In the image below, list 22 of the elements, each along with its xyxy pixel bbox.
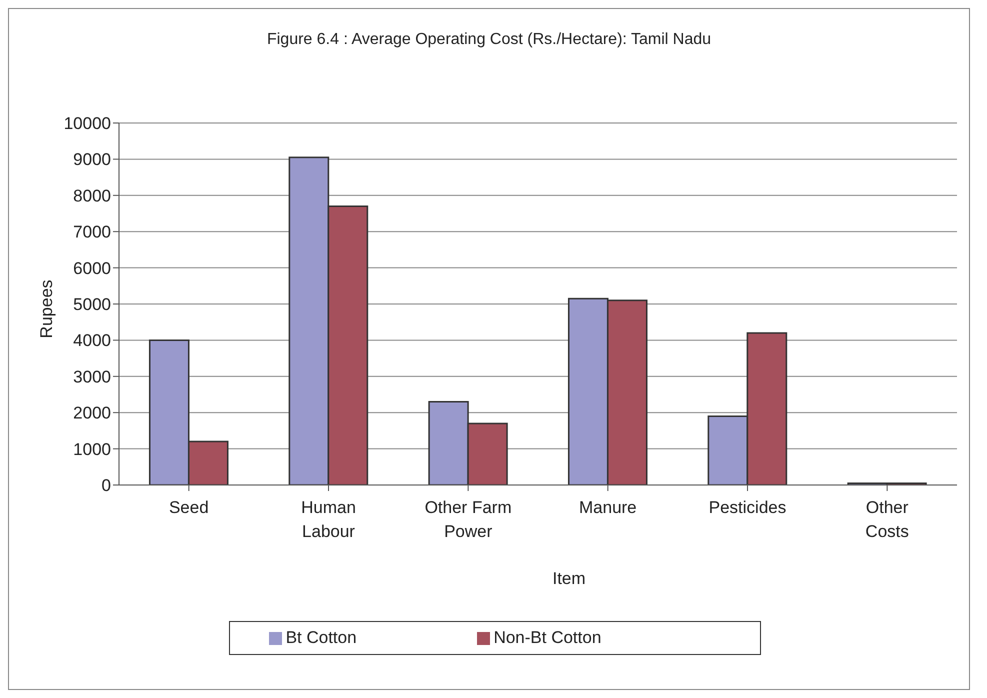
x-tick-label: Seed [168,498,209,517]
y-tick-label: 3000 [73,367,111,386]
y-axis-title: Rupees [37,279,57,339]
x-tick-label: Other Farm Power [424,498,512,541]
x-axis-title: Item [551,569,587,589]
y-tick-label: 0 [102,476,111,496]
y-tick-label: 5000 [73,295,111,314]
x-tick-label: Manure [579,498,637,517]
y-tick-label: 7000 [73,222,111,242]
x-tick-label: Pesticides [708,498,786,517]
x-tick-label: Human Labour [301,498,356,541]
chart-title: Figure 6.4 : Average Operating Cost (Rs./Hectare): Tamil Nadu [266,31,712,49]
legend-label: Bt Cotton [286,628,357,647]
y-tick-label: 9000 [73,150,111,170]
y-tick-label: 10000 [64,114,111,134]
y-tick-label: 2000 [73,404,111,423]
y-tick-label: 4000 [73,331,111,350]
x-tick-label: Other Costs [865,498,909,541]
legend-label: Non-Bt Cotton [494,628,602,647]
y-tick-label: 8000 [73,186,111,206]
y-tick-label: 1000 [73,440,111,459]
y-tick-label: 6000 [73,258,111,278]
